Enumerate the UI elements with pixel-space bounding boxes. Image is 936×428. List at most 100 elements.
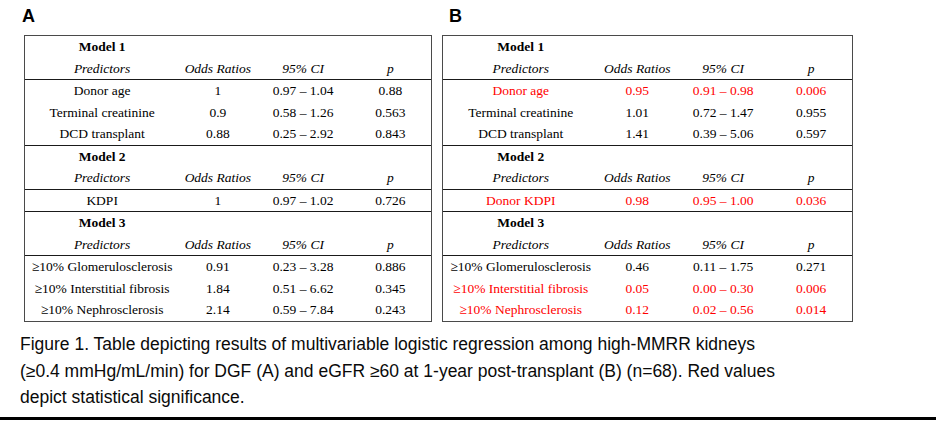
odds-ratio-cell: 0.91 bbox=[179, 260, 256, 274]
p-column-header: p bbox=[350, 62, 431, 76]
predictor-data-row: ≥10% Nephrosclerosis0.120.02 – 0.560.014 bbox=[443, 299, 852, 321]
p-column-header: p bbox=[770, 62, 852, 76]
odds-ratios-column-header: Odds Ratios bbox=[179, 238, 256, 252]
predictor-data-row: ≥10% Glomerulosclerosis0.910.23 – 3.280.… bbox=[25, 256, 431, 278]
model-title: Model 3 bbox=[25, 216, 179, 230]
odds-ratio-cell: 1.41 bbox=[598, 127, 676, 141]
predictor-cell: KDPI bbox=[25, 194, 179, 208]
panel-a-label: A bbox=[22, 6, 35, 27]
odds-ratio-cell: 1 bbox=[179, 194, 256, 208]
predictor-cell: ≥10% Nephrosclerosis bbox=[25, 303, 179, 317]
odds-ratio-cell: 0.88 bbox=[179, 127, 256, 141]
ci-cell: 0.97 – 1.04 bbox=[256, 84, 349, 98]
column-header-row: PredictorsOdds Ratios95% CIp bbox=[443, 167, 852, 190]
ci-cell: 0.97 – 1.02 bbox=[256, 194, 349, 208]
odds-ratios-column-header: Odds Ratios bbox=[598, 238, 676, 252]
p-value-cell: 0.843 bbox=[350, 127, 431, 141]
model-title-row: Model 1 bbox=[25, 36, 431, 58]
predictor-cell: Terminal creatinine bbox=[443, 106, 598, 120]
regression-table-a: Model 1PredictorsOdds Ratios95% CIpDonor… bbox=[24, 35, 432, 322]
ci-cell: 0.25 – 2.92 bbox=[256, 127, 349, 141]
predictor-data-row: Donor age10.97 – 1.040.88 bbox=[25, 80, 431, 102]
predictor-cell: Donor KDPI bbox=[443, 194, 598, 208]
column-header-row: PredictorsOdds Ratios95% CIp bbox=[25, 58, 431, 81]
caption-line: Figure 1. Table depicting results of mul… bbox=[20, 331, 922, 358]
ci-cell: 0.59 – 7.84 bbox=[256, 303, 349, 317]
model-title: Model 1 bbox=[25, 40, 179, 54]
p-value-cell: 0.597 bbox=[770, 127, 852, 141]
ci-cell: 0.00 – 0.30 bbox=[676, 282, 770, 296]
predictor-data-row: ≥10% Interstitial fibrosis0.050.00 – 0.3… bbox=[443, 278, 852, 300]
predictor-data-row: ≥10% Nephrosclerosis2.140.59 – 7.840.243 bbox=[25, 299, 431, 321]
column-header-row: PredictorsOdds Ratios95% CIp bbox=[25, 234, 431, 257]
p-value-cell: 0.243 bbox=[350, 303, 431, 317]
ci-cell: 0.91 – 0.98 bbox=[676, 84, 770, 98]
odds-ratios-column-header: Odds Ratios bbox=[598, 62, 676, 76]
predictor-cell: ≥10% Interstitial fibrosis bbox=[25, 282, 179, 296]
predictor-data-row: Terminal creatinine0.90.58 – 1.260.563 bbox=[25, 102, 431, 124]
odds-ratios-column-header: Odds Ratios bbox=[179, 171, 256, 185]
p-value-cell: 0.726 bbox=[350, 194, 431, 208]
odds-ratio-cell: 0.98 bbox=[598, 194, 676, 208]
ci-cell: 0.02 – 0.56 bbox=[676, 303, 770, 317]
p-value-cell: 0.006 bbox=[770, 282, 852, 296]
ci-cell: 0.95 – 1.00 bbox=[676, 194, 770, 208]
predictor-data-row: DCD transplant0.880.25 – 2.920.843 bbox=[25, 123, 431, 146]
model-title-row: Model 2 bbox=[25, 146, 431, 168]
odds-ratio-cell: 1 bbox=[179, 84, 256, 98]
predictor-cell: Donor age bbox=[25, 84, 179, 98]
predictor-data-row: Terminal creatinine1.010.72 – 1.470.955 bbox=[443, 102, 852, 124]
predictor-cell: ≥10% Glomerulosclerosis bbox=[443, 260, 598, 274]
predictor-cell: Donor age bbox=[443, 84, 598, 98]
predictors-column-header: Predictors bbox=[443, 62, 598, 76]
model-title: Model 2 bbox=[25, 150, 179, 164]
p-value-cell: 0.014 bbox=[770, 303, 852, 317]
odds-ratio-cell: 1.84 bbox=[179, 282, 256, 296]
odds-ratio-cell: 1.01 bbox=[598, 106, 676, 120]
predictor-cell: DCD transplant bbox=[443, 127, 598, 141]
predictor-data-row: Donor KDPI0.980.95 – 1.000.036 bbox=[443, 190, 852, 213]
p-value-cell: 0.036 bbox=[770, 194, 852, 208]
predictor-cell: ≥10% Glomerulosclerosis bbox=[25, 260, 179, 274]
odds-ratios-column-header: Odds Ratios bbox=[598, 171, 676, 185]
model-title-row: Model 2 bbox=[443, 146, 852, 168]
model-title-row: Model 3 bbox=[25, 212, 431, 234]
ci-column-header: 95% CI bbox=[676, 238, 770, 252]
predictors-column-header: Predictors bbox=[443, 238, 598, 252]
odds-ratio-cell: 0.05 bbox=[598, 282, 676, 296]
predictor-data-row: KDPI10.97 – 1.020.726 bbox=[25, 190, 431, 213]
predictor-cell: Terminal creatinine bbox=[25, 106, 179, 120]
panel-b-label: B bbox=[449, 6, 462, 27]
odds-ratios-column-header: Odds Ratios bbox=[179, 62, 256, 76]
p-value-cell: 0.006 bbox=[770, 84, 852, 98]
ci-cell: 0.11 – 1.75 bbox=[676, 260, 770, 274]
ci-column-header: 95% CI bbox=[676, 171, 770, 185]
p-value-cell: 0.345 bbox=[350, 282, 431, 296]
figure-caption: Figure 1. Table depicting results of mul… bbox=[20, 331, 922, 411]
model-title: Model 1 bbox=[443, 40, 598, 54]
p-value-cell: 0.955 bbox=[770, 106, 852, 120]
column-header-row: PredictorsOdds Ratios95% CIp bbox=[25, 167, 431, 190]
predictor-cell: DCD transplant bbox=[25, 127, 179, 141]
predictors-column-header: Predictors bbox=[443, 171, 598, 185]
odds-ratio-cell: 0.9 bbox=[179, 106, 256, 120]
ci-cell: 0.51 – 6.62 bbox=[256, 282, 349, 296]
p-column-header: p bbox=[350, 171, 431, 185]
predictor-data-row: ≥10% Glomerulosclerosis0.460.11 – 1.750.… bbox=[443, 256, 852, 278]
caption-line: (≥0.4 mmHg/mL/min) for DGF (A) and eGFR … bbox=[20, 358, 922, 385]
predictor-data-row: Donor age0.950.91 – 0.980.006 bbox=[443, 80, 852, 102]
predictors-column-header: Predictors bbox=[25, 238, 179, 252]
column-header-row: PredictorsOdds Ratios95% CIp bbox=[443, 234, 852, 257]
p-value-cell: 0.563 bbox=[350, 106, 431, 120]
predictor-data-row: DCD transplant1.410.39 – 5.060.597 bbox=[443, 123, 852, 146]
predictor-cell: ≥10% Interstitial fibrosis bbox=[443, 282, 598, 296]
odds-ratio-cell: 0.12 bbox=[598, 303, 676, 317]
bottom-divider-rule bbox=[0, 417, 936, 420]
model-title: Model 2 bbox=[443, 150, 598, 164]
model-title: Model 3 bbox=[443, 216, 598, 230]
predictor-cell: ≥10% Nephrosclerosis bbox=[443, 303, 598, 317]
p-column-header: p bbox=[770, 171, 852, 185]
predictors-column-header: Predictors bbox=[25, 171, 179, 185]
figure-panel: A B Model 1PredictorsOdds Ratios95% CIpD… bbox=[0, 0, 936, 428]
ci-cell: 0.72 – 1.47 bbox=[676, 106, 770, 120]
